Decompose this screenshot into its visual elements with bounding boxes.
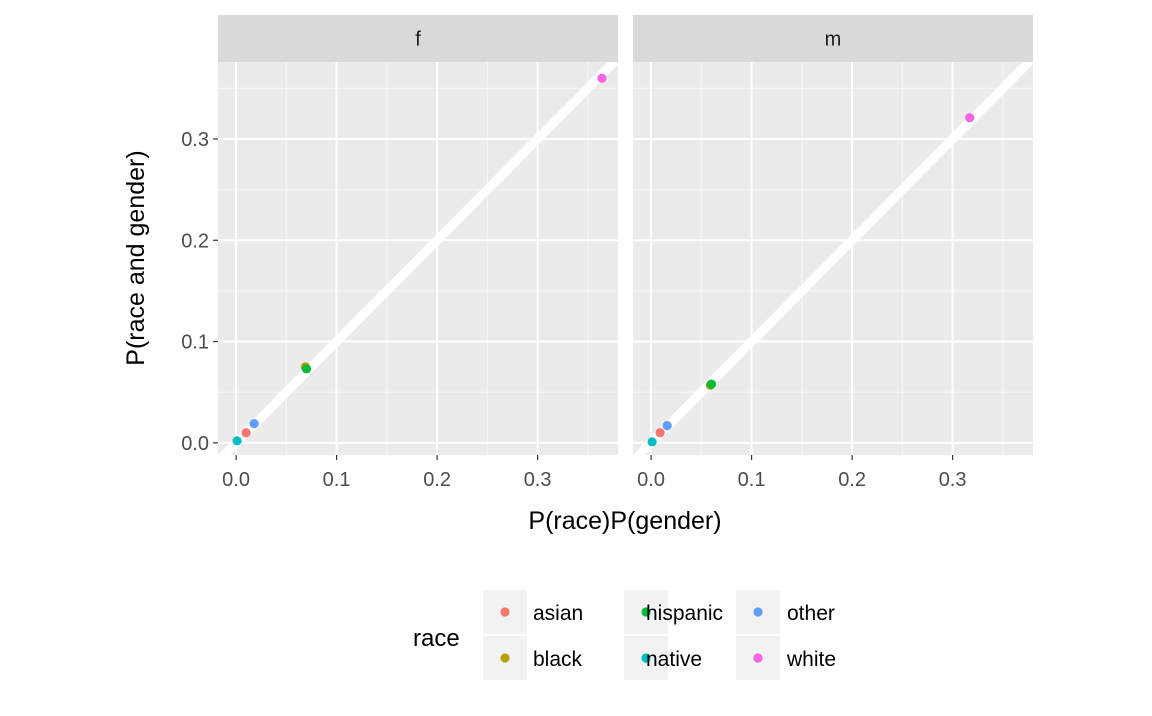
- legend-marker-black: [500, 653, 510, 663]
- legend: asian black hispanic native other white: [483, 590, 836, 680]
- legend-marker-white: [753, 653, 763, 663]
- legend-marker-asian: [500, 607, 510, 617]
- x-tick-label: 0.0: [222, 469, 250, 491]
- reference-line: [218, 62, 618, 455]
- legend-label-hispanic: hispanic: [646, 602, 723, 625]
- data-point-m-native: [647, 437, 657, 447]
- data-point-f-hispanic: [301, 364, 312, 374]
- data-point-m-other: [662, 421, 672, 431]
- legend-marker-hispanic: [641, 607, 651, 617]
- y-axis-title: P(race and gender): [122, 150, 150, 365]
- legend-label-asian: asian: [533, 602, 583, 625]
- data-point-f-native: [232, 436, 242, 446]
- reference-line: [633, 62, 1033, 455]
- legend-title: race: [413, 625, 460, 652]
- data-point-f-other: [249, 419, 259, 429]
- legend-label-white: white: [786, 648, 836, 671]
- y-tick-label: 0.0: [181, 433, 209, 455]
- x-tick-label: 0.3: [524, 469, 552, 491]
- data-point-m-asian: [655, 428, 665, 438]
- facet-strip-label: f: [415, 29, 421, 51]
- x-tick-label: 0.2: [423, 469, 451, 491]
- data-point-m-hispanic: [706, 379, 716, 389]
- y-tick-label: 0.2: [181, 230, 209, 252]
- data-point-f-white: [597, 73, 607, 83]
- facet-strip-label: m: [825, 29, 842, 51]
- data-point-m-white: [965, 113, 975, 123]
- y-tick-label: 0.1: [181, 332, 209, 354]
- legend-marker-native: [641, 653, 651, 663]
- x-tick-label: 0.1: [738, 469, 766, 491]
- legend-marker-other: [753, 607, 763, 617]
- legend-label-native: native: [646, 648, 702, 671]
- x-tick-label: 0.1: [323, 469, 351, 491]
- legend-label-black: black: [533, 648, 583, 671]
- legend-label-other: other: [787, 602, 835, 625]
- facet-strip: [633, 15, 1033, 62]
- x-tick-label: 0.2: [838, 469, 866, 491]
- y-tick-label: 0.3: [181, 129, 209, 151]
- x-tick-label: 0.0: [637, 469, 665, 491]
- facet-strip: [218, 15, 618, 62]
- facet-panel-m: m 0.0 0.1 0.2 0.3: [633, 15, 1033, 491]
- facet-panel-f: f 0.0 0.1 0.2 0.3: [218, 15, 618, 491]
- x-tick-label: 0.3: [939, 469, 967, 491]
- data-point-f-asian: [241, 428, 251, 438]
- x-axis-title: P(race)P(gender): [528, 507, 721, 535]
